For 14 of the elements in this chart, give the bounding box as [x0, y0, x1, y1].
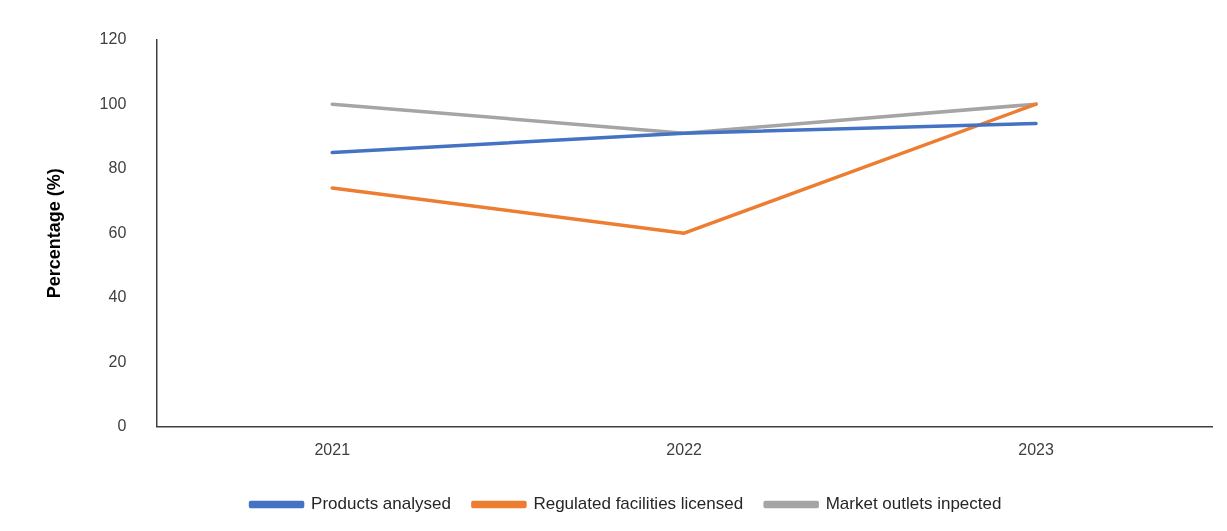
y-tick-label: 40	[108, 288, 127, 306]
y-tick-label: 0	[117, 417, 127, 435]
x-tick-label: 2021	[314, 440, 351, 458]
legend-label: Regulated facilities licensed	[533, 494, 744, 514]
legend-label: Products analysed	[311, 494, 451, 514]
y-tick-label: 80	[108, 159, 127, 177]
y-tick-label: 20	[108, 352, 127, 370]
x-tick-label: 2023	[1018, 440, 1054, 458]
y-tick-label: 120	[99, 30, 127, 48]
y-tick-label: 60	[108, 223, 127, 241]
x-tick-label: 2022	[666, 440, 703, 458]
y-tick-label: 100	[99, 94, 127, 112]
legend-label: Market outlets inpected	[825, 494, 1002, 514]
y-axis-title: Percentage (%)	[43, 168, 64, 299]
